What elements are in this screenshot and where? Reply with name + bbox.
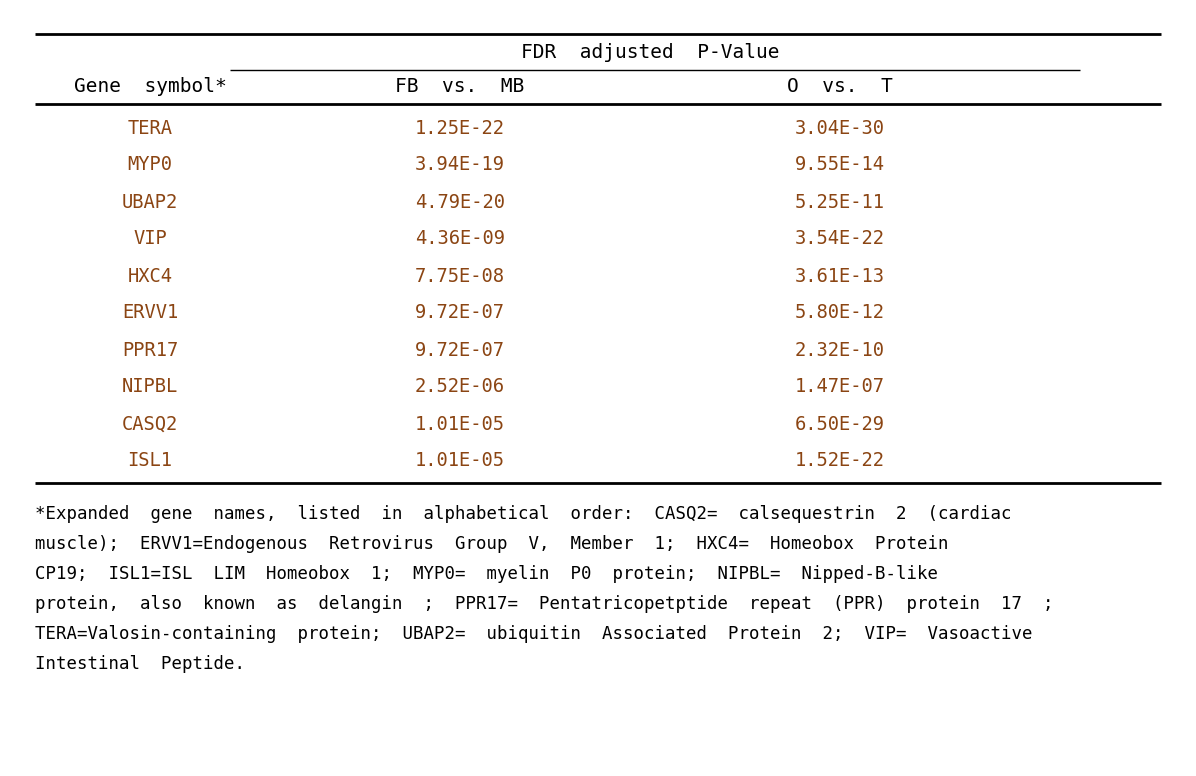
Text: 1.52E-22: 1.52E-22 xyxy=(795,452,885,470)
Text: ISL1: ISL1 xyxy=(128,452,172,470)
Text: 4.36E-09: 4.36E-09 xyxy=(415,230,505,248)
Text: 1.47E-07: 1.47E-07 xyxy=(795,377,885,397)
Text: FB  vs.  MB: FB vs. MB xyxy=(396,77,525,95)
Text: Gene  symbol*: Gene symbol* xyxy=(74,77,226,95)
Text: 9.72E-07: 9.72E-07 xyxy=(415,303,505,323)
Text: 1.25E-22: 1.25E-22 xyxy=(415,119,505,137)
Text: 7.75E-08: 7.75E-08 xyxy=(415,266,505,286)
Text: TERA=Valosin-containing  protein;  UBAP2=  ubiquitin  Associated  Protein  2;  V: TERA=Valosin-containing protein; UBAP2= … xyxy=(35,625,1032,643)
Text: 6.50E-29: 6.50E-29 xyxy=(795,414,885,434)
Text: 9.55E-14: 9.55E-14 xyxy=(795,155,885,175)
Text: muscle);  ERVV1=Endogenous  Retrovirus  Group  V,  Member  1;  HXC4=  Homeobox  : muscle); ERVV1=Endogenous Retrovirus Gro… xyxy=(35,535,948,553)
Text: MYP0: MYP0 xyxy=(128,155,172,175)
Text: 1.01E-05: 1.01E-05 xyxy=(415,414,505,434)
Text: Intestinal  Peptide.: Intestinal Peptide. xyxy=(35,655,245,674)
Text: 3.94E-19: 3.94E-19 xyxy=(415,155,505,175)
Text: NIPBL: NIPBL xyxy=(122,377,178,397)
Text: 9.72E-07: 9.72E-07 xyxy=(415,341,505,359)
Text: 5.25E-11: 5.25E-11 xyxy=(795,192,885,212)
Text: CP19;  ISL1=ISL  LIM  Homeobox  1;  MYP0=  myelin  P0  protein;  NIPBL=  Nipped-: CP19; ISL1=ISL LIM Homeobox 1; MYP0= mye… xyxy=(35,565,938,584)
Text: TERA: TERA xyxy=(128,119,172,137)
Text: UBAP2: UBAP2 xyxy=(122,192,178,212)
Text: *Expanded  gene  names,  listed  in  alphabetical  order:  CASQ2=  calsequestrin: *Expanded gene names, listed in alphabet… xyxy=(35,505,1012,523)
Text: PPR17: PPR17 xyxy=(122,341,178,359)
Text: CASQ2: CASQ2 xyxy=(122,414,178,434)
Text: 3.54E-22: 3.54E-22 xyxy=(795,230,885,248)
Text: ERVV1: ERVV1 xyxy=(122,303,178,323)
Text: HXC4: HXC4 xyxy=(128,266,172,286)
Text: VIP: VIP xyxy=(133,230,167,248)
Text: 4.79E-20: 4.79E-20 xyxy=(415,192,505,212)
Text: 3.04E-30: 3.04E-30 xyxy=(795,119,885,137)
Text: 1.01E-05: 1.01E-05 xyxy=(415,452,505,470)
Text: 2.32E-10: 2.32E-10 xyxy=(795,341,885,359)
Text: 3.61E-13: 3.61E-13 xyxy=(795,266,885,286)
Text: O  vs.  T: O vs. T xyxy=(787,77,893,95)
Text: FDR  adjusted  P-Value: FDR adjusted P-Value xyxy=(520,43,780,63)
Text: 2.52E-06: 2.52E-06 xyxy=(415,377,505,397)
Text: protein,  also  known  as  delangin  ;  PPR17=  Pentatricopetptide  repeat  (PPR: protein, also known as delangin ; PPR17=… xyxy=(35,595,1054,613)
Text: 5.80E-12: 5.80E-12 xyxy=(795,303,885,323)
